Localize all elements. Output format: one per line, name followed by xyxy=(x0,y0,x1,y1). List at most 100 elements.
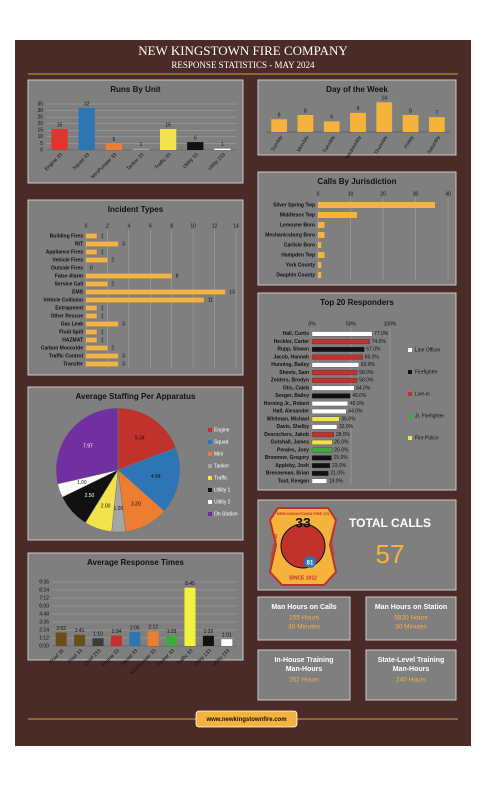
bar xyxy=(318,272,322,278)
y-tick-label: Carlisle Boro xyxy=(284,242,315,248)
chart-title: Top 20 Responders xyxy=(320,298,394,307)
y-tick-label: York County xyxy=(286,262,316,268)
x-tick-label: 50% xyxy=(346,321,357,327)
footer-button[interactable] xyxy=(195,710,298,728)
y-tick-label: Otis, Caleb xyxy=(283,385,309,391)
y-tick-label: 20 xyxy=(37,121,43,127)
y-tick-label: Vehicle Collision xyxy=(43,297,83,303)
legend-label: Live-in xyxy=(415,391,430,397)
y-tick-label: 25 xyxy=(37,114,43,120)
y-tick-label: 6:00 xyxy=(39,603,49,609)
bar xyxy=(311,416,340,422)
bar xyxy=(86,321,119,327)
x-tick-label: 40 xyxy=(445,191,451,197)
stat-value: 252 Hours xyxy=(289,677,320,684)
bar xyxy=(187,142,204,150)
value-label: 1 xyxy=(101,337,104,343)
bar xyxy=(311,478,327,484)
x-tick-label: 8 xyxy=(170,223,173,229)
bar xyxy=(86,353,119,359)
logo-emblem xyxy=(280,523,326,569)
legend-swatch xyxy=(408,392,412,396)
y-tick-label: 1:12 xyxy=(39,635,49,641)
y-tick-label: 2:24 xyxy=(39,627,49,633)
chart-title: Average Response Times xyxy=(87,558,184,567)
y-tick-label: Appleby, Josh xyxy=(275,463,309,469)
value-label: 9 xyxy=(357,106,360,112)
value-label: 8:45 xyxy=(185,581,195,587)
y-tick-label: Seeger, Bailey xyxy=(275,393,309,399)
bar xyxy=(311,339,370,345)
y-tick-label: 9:36 xyxy=(39,579,49,585)
legend-label: Fire Police xyxy=(415,435,439,441)
y-tick-label: Mechanicsburg Boro xyxy=(265,232,315,238)
logo-badge xyxy=(304,556,316,568)
value-label: 74.0% xyxy=(372,339,387,345)
value-label: 1:10 xyxy=(93,632,103,638)
value-label: 3 xyxy=(122,361,125,367)
bar xyxy=(318,242,322,248)
bar xyxy=(311,432,334,438)
legend-label: Utility 1 xyxy=(214,487,231,493)
legend-swatch xyxy=(208,440,212,444)
bar xyxy=(311,331,373,337)
y-tick-label: Desrochers, Jakob xyxy=(264,432,309,438)
y-tick-label: Brommer, Gregory xyxy=(265,455,309,461)
logo-right: COUNTY xyxy=(329,539,337,557)
value-label: 49.0% xyxy=(352,393,367,399)
bar xyxy=(129,632,141,646)
bar xyxy=(78,107,95,150)
value-label: 8 xyxy=(409,108,412,114)
y-tick-label: 8:24 xyxy=(39,587,49,593)
bar xyxy=(376,102,393,132)
value-label: 11 xyxy=(208,297,213,303)
legend-label: Traffic xyxy=(214,475,228,481)
bar xyxy=(214,148,231,150)
value-label: 2.00 xyxy=(101,504,111,510)
bar xyxy=(311,354,363,360)
x-tick-label: 4 xyxy=(127,223,130,229)
bar xyxy=(311,424,338,430)
page-title: NEW KINGSTOWN FIRE COMPANY xyxy=(138,43,348,58)
legend-label: Engine xyxy=(214,427,230,433)
value-label: 58.0% xyxy=(359,370,374,376)
x-tick-label: 14 xyxy=(233,223,239,229)
y-tick-label: Appliance Fires xyxy=(46,249,83,255)
value-label: 3 xyxy=(122,241,125,247)
stat-value: 30 Minutes xyxy=(288,624,321,631)
value-label: 16 xyxy=(165,122,171,128)
value-label: 1 xyxy=(101,249,104,255)
footer-link[interactable]: www.newkingstownfire.com xyxy=(205,717,286,723)
x-tick-label: 10 xyxy=(348,191,354,197)
bar xyxy=(311,470,329,476)
value-label: 1.00 xyxy=(77,480,87,486)
value-label: 3 xyxy=(122,353,125,359)
legend-swatch xyxy=(208,476,212,480)
bar xyxy=(86,241,119,247)
bar xyxy=(74,634,86,646)
legend-label: Tanker xyxy=(214,463,229,469)
y-tick-label: Entrapment xyxy=(55,305,83,311)
y-tick-label: Hampden Twp xyxy=(281,252,315,258)
x-tick-label: 0% xyxy=(308,321,316,327)
value-label: 1:41 xyxy=(75,628,85,634)
y-tick-label: 0 xyxy=(40,147,43,153)
value-label: 8 xyxy=(176,273,179,279)
stat-title: Man Hours on Calls xyxy=(271,604,336,611)
y-tick-label: Silver Spring Twp xyxy=(273,202,315,208)
bar xyxy=(318,252,325,258)
value-label: 7 xyxy=(435,110,438,116)
bar xyxy=(110,635,122,646)
value-label: 3.20 xyxy=(131,501,141,507)
bar xyxy=(311,377,358,383)
x-tick-label: 2 xyxy=(106,223,109,229)
bar xyxy=(350,112,366,132)
y-tick-label: Hall, Alexander xyxy=(273,409,309,415)
bar xyxy=(323,121,340,132)
y-tick-label: 10 xyxy=(37,134,43,140)
bar xyxy=(318,212,357,218)
value-label: 3 xyxy=(122,321,125,327)
y-tick-label: Heckler, Carter xyxy=(274,339,309,345)
y-tick-label: 3:36 xyxy=(39,619,49,625)
logo-number: 33 xyxy=(295,515,311,531)
